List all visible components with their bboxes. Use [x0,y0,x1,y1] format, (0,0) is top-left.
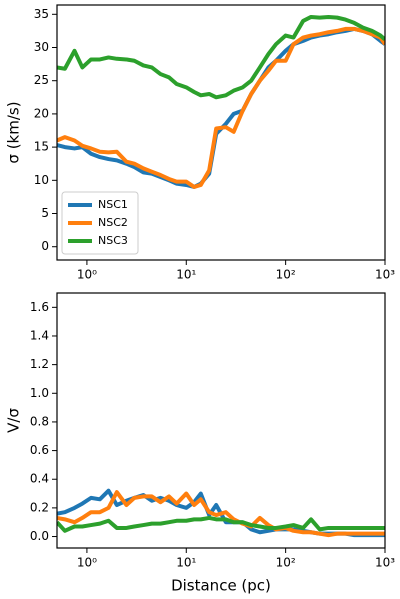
y-tick-label: 25 [34,73,49,87]
y-tick-label: 5 [41,206,49,220]
y-tick-label: 1.0 [30,386,49,400]
y-tick-label: 0.6 [30,443,49,457]
x-axis-label: Distance (pc) [171,577,271,595]
x-tick-label: 10¹ [176,556,196,570]
y-axis-label: σ (km/s) [5,101,23,163]
y-tick-label: 0.2 [30,500,49,514]
axes-frame [56,4,386,261]
x-tick-label: 10³ [375,556,395,570]
y-tick-label: 1.6 [30,300,49,314]
series-line [57,14,385,100]
y-tick-label: 20 [34,106,49,120]
y-tick-label: 15 [34,140,49,154]
series-line [57,515,385,533]
x-tick-label: 10⁰ [77,268,97,282]
legend-box [61,191,139,255]
legend-label: NSC1 [98,198,128,211]
y-tick-label: 1.2 [30,357,49,371]
y-tick-label: 10 [34,173,49,187]
x-tick-label: 10² [276,556,296,570]
y-tick-label: 0.4 [30,472,49,486]
y-tick-label: 0 [41,239,49,253]
series-line [57,490,385,538]
x-tick-label: 10² [276,268,296,282]
x-tick-label: 10⁰ [77,556,97,570]
series-line [57,26,385,189]
legend-label: NSC3 [98,234,128,247]
series-line [57,26,385,189]
y-tick-label: 0.0 [30,529,49,543]
y-tick-label: 35 [34,7,49,21]
legend-label: NSC2 [98,216,128,229]
axes-frame [56,292,386,549]
x-tick-label: 10¹ [176,268,196,282]
y-tick-label: 30 [34,40,49,54]
y-tick-label: 1.4 [30,328,49,342]
y-axis-label: V/σ [5,408,23,433]
x-tick-label: 10³ [375,268,395,282]
y-tick-label: 0.8 [30,414,49,428]
